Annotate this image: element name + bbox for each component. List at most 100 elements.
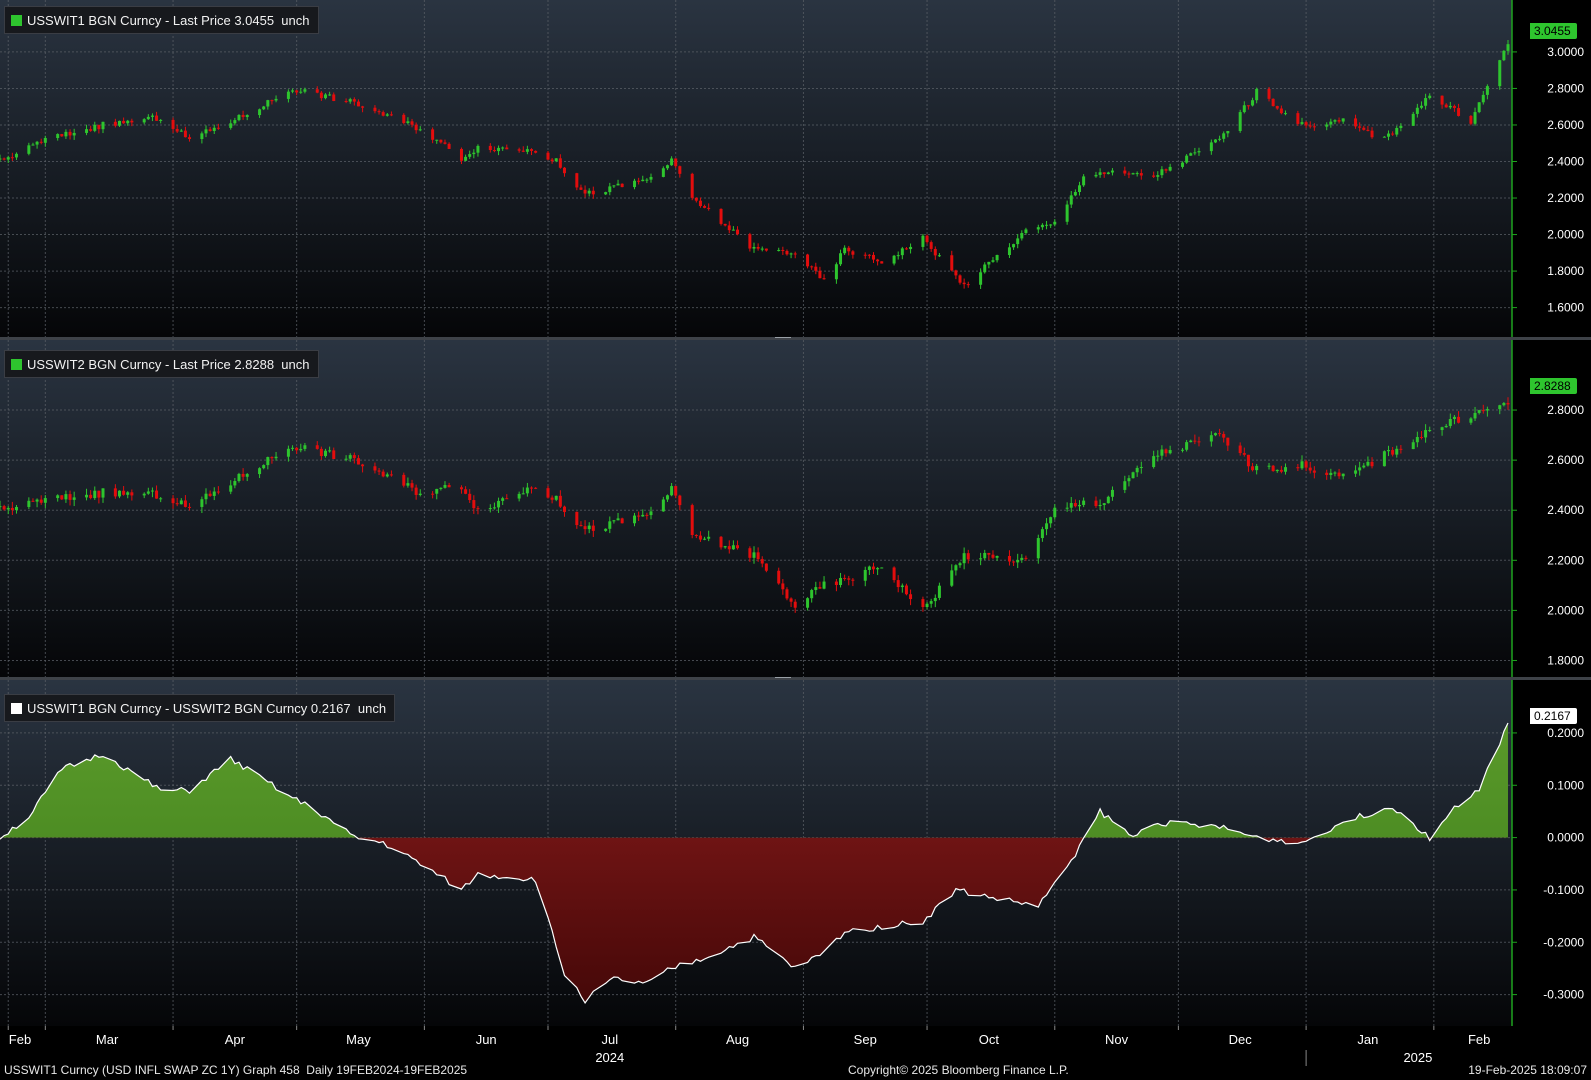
candle-1-120 [690,172,694,201]
candle-1-84 [476,144,480,157]
candle-1-222 [1275,105,1279,110]
candle-2-113 [645,512,649,520]
candle-body [933,597,937,602]
candle-2-199 [1139,461,1143,474]
candle-1-94 [534,150,538,154]
candle-body [1452,416,1456,419]
candle-2-151 [867,565,871,575]
candle-2-144 [822,576,826,590]
legend-panel-1[interactable]: USSWIT1 BGN Curncy - Last Price 3.0455 u… [4,6,319,34]
legend-panel-3[interactable]: USSWIT1 BGN Curncy - USSWIT2 BGN Curncy … [4,694,396,722]
candle-body [229,485,233,492]
candle-body [1020,233,1024,239]
candle-1-182 [1045,220,1049,230]
candle-1-29 [159,118,163,124]
candle-body [200,133,204,140]
candle-1-36 [204,125,208,138]
candle-body [558,495,562,507]
candle-body [1387,450,1391,452]
candle-body [208,129,212,131]
candle-1-193 [1106,171,1110,175]
candle-1-73 [414,122,418,134]
candle-body [14,153,18,158]
candle-body [690,173,694,198]
candle-1-215 [1238,109,1242,133]
candle-body [183,130,187,138]
candle-1-68 [385,112,389,117]
candle-1-258 [1481,90,1485,105]
candle-1-255 [1469,115,1473,126]
candle-1-63 [356,99,360,107]
candle-body [1160,449,1164,456]
candle-2-29 [159,496,163,503]
candle-body [1127,173,1131,175]
candle-body [1135,173,1139,175]
candle-body [863,254,867,256]
candle-body [274,98,278,101]
candle-body [748,548,752,558]
candle-body [64,131,68,137]
candle-body [921,599,925,607]
candle-body [575,511,579,526]
candle-1-91 [521,146,525,153]
candle-body [698,200,702,207]
spread-line [0,722,1509,1004]
candle-2-23 [126,491,130,499]
candle-1-52 [295,89,299,96]
candle-body [583,526,587,530]
candle-body [200,499,204,507]
candle-2-166 [954,564,958,576]
candle-body [637,180,641,182]
candle-2-206 [1185,439,1189,452]
candle-body [216,491,220,493]
candle-2-34 [188,503,192,511]
candle-body [1123,481,1127,490]
candle-body [1193,152,1197,154]
candle-2-260 [1498,404,1502,415]
candle-body [929,242,933,249]
candle-body [233,120,237,124]
candle-1-66 [377,109,381,115]
candle-2-216 [1242,447,1246,457]
candle-2-109 [620,517,624,524]
candle-body [1312,126,1316,128]
candle-2-129 [736,540,740,550]
candle-body [319,448,323,457]
legend-swatch-1 [11,14,22,26]
candle-2-241 [1387,445,1391,457]
candle-body [1477,102,1481,113]
candle-1-238 [1366,125,1370,132]
candle-body [723,546,727,548]
candle-2-230 [1325,469,1329,480]
candle-2-226 [1300,455,1304,470]
candle-body [871,254,875,260]
candle-1-132 [756,243,760,251]
candle-body [385,114,389,116]
candle-body [1485,86,1489,95]
candle-2-105 [604,528,608,532]
candle-body [1304,461,1308,468]
candle-1-225 [1296,110,1300,126]
candle-2-204 [1168,445,1172,455]
candle-body [175,128,179,132]
candle-body [171,119,175,129]
candle-1-163 [933,246,937,260]
last-value-tag-1: 3.0455 [1530,23,1577,39]
candle-body [332,94,336,102]
candle-2-68 [385,472,389,478]
candle-body [822,278,826,280]
candle-body [150,115,154,117]
candle-body [670,486,674,496]
candle-2-81 [464,486,468,495]
candle-1-205 [1181,161,1185,169]
candle-body [295,447,299,451]
candle-body [525,487,529,494]
candle-1-212 [1218,135,1222,142]
candle-1-26 [146,114,150,120]
legend-panel-2[interactable]: USSWIT2 BGN Curncy - Last Price 2.8288 u… [4,350,319,378]
candle-1-221 [1271,98,1275,107]
candle-body [876,568,880,570]
candle-2-119 [678,494,682,511]
candle-body [1164,169,1168,171]
candle-body [216,127,220,129]
